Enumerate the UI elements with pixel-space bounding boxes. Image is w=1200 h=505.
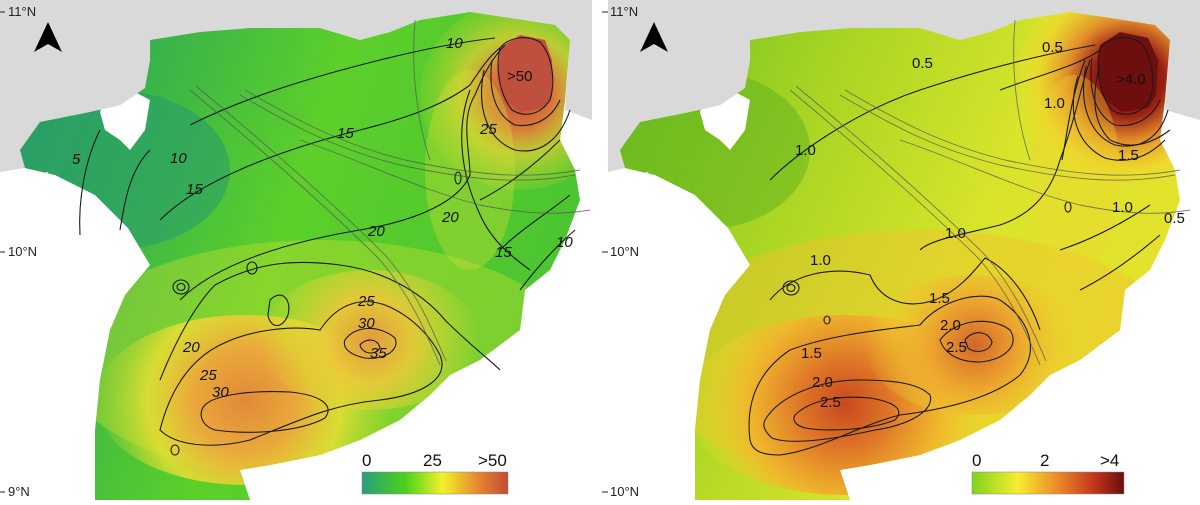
right-legend-label-max: >4 [1100, 451, 1119, 470]
left-contour-label: 15 [186, 181, 203, 198]
right-contour-label: 1.0 [810, 252, 831, 269]
left-lat-label-top: 11°N [8, 4, 36, 19]
left-contour-label: 15 [337, 125, 354, 142]
left-contour-label: 25 [199, 367, 217, 384]
left-contour-label: 30 [212, 384, 229, 401]
right-north-arrow-icon [640, 22, 668, 52]
right-contour-label: 0.5 [912, 55, 933, 72]
right-contour-label: 1.0 [795, 142, 816, 159]
right-lat-label-top: 11°N [610, 4, 638, 19]
right-contour-label: 1.0 [1044, 95, 1065, 112]
left-legend-label-min: 0 [362, 451, 371, 470]
right-map-panel: 11°N 10°N 10°N 0.5 0.5 1.0 1.0 1.5 0.5 1… [602, 0, 1200, 500]
left-legend-label-max: >50 [478, 451, 507, 470]
left-legend-bar [361, 471, 509, 495]
left-contour-label: 15 [495, 244, 512, 261]
right-contours [748, 37, 1171, 456]
left-hotspot [498, 35, 552, 112]
right-contour-labels: 0.5 0.5 1.0 1.0 1.5 0.5 1.0 1.0 1.0 1.5 … [795, 39, 1185, 411]
right-rivers [789, 19, 1191, 366]
left-contour-label: 10 [556, 234, 573, 251]
left-north-arrow-icon [34, 22, 62, 52]
left-legend-label-mid: 25 [423, 451, 442, 470]
left-lat-ticks [0, 11, 5, 493]
right-contour-label: 2.0 [940, 317, 961, 334]
right-legend: 0 2 >4 [971, 451, 1125, 495]
left-lat-label-bottom: 9°N [8, 484, 30, 499]
left-contour-label: 25 [357, 293, 375, 310]
left-rivers [189, 19, 591, 366]
left-lat-label-mid: 10°N [8, 244, 37, 259]
right-legend-label-min: 0 [972, 451, 981, 470]
right-lat-label-mid: 10°N [610, 244, 639, 259]
right-contour-label: 1.5 [801, 345, 822, 362]
left-contour-label: 35 [370, 345, 387, 362]
left-contour-label: 20 [182, 339, 200, 356]
right-contour-label: 2.0 [812, 374, 833, 391]
right-legend-label-mid: 2 [1040, 451, 1049, 470]
left-legend: 0 25 >50 [361, 451, 509, 495]
left-contours [79, 37, 576, 456]
right-contour-label: 0.5 [1042, 39, 1063, 56]
left-contour-label: 20 [367, 223, 385, 240]
left-contour-label: 5 [72, 151, 81, 168]
right-lat-label-bottom: 10°N [610, 484, 639, 499]
right-legend-bar [971, 471, 1125, 495]
left-contour-labels: 5 10 10 15 15 20 20 25 25 25 30 30 35 15… [72, 35, 573, 401]
left-contour-label: 10 [170, 150, 187, 167]
right-contour-label: 2.5 [946, 339, 967, 356]
panel-divider [592, 0, 608, 500]
left-hotspot-label: >50 [507, 68, 532, 85]
left-map-panel: 11°N 10°N 9°N 5 10 10 15 15 20 20 25 25 … [0, 0, 592, 500]
right-hotspot [1098, 32, 1158, 112]
left-neighbour-land [0, 0, 592, 150]
left-contour-label: 25 [479, 121, 497, 138]
right-contour-label: 1.5 [929, 290, 950, 307]
left-contour-label: 20 [441, 209, 459, 226]
right-contour-label: 0.5 [1164, 210, 1185, 227]
left-contour-label: 30 [358, 315, 375, 332]
right-lat-ticks [602, 11, 608, 493]
right-contour-label: 2.5 [820, 394, 841, 411]
right-contour-label: 1.0 [1112, 199, 1133, 216]
right-neighbour-land [608, 0, 1200, 150]
left-contour-label: 10 [446, 35, 463, 52]
right-contour-label: 1.5 [1118, 147, 1139, 164]
right-hotspot-label: >4.0 [1116, 71, 1146, 88]
right-contour-label: 1.0 [945, 225, 966, 242]
